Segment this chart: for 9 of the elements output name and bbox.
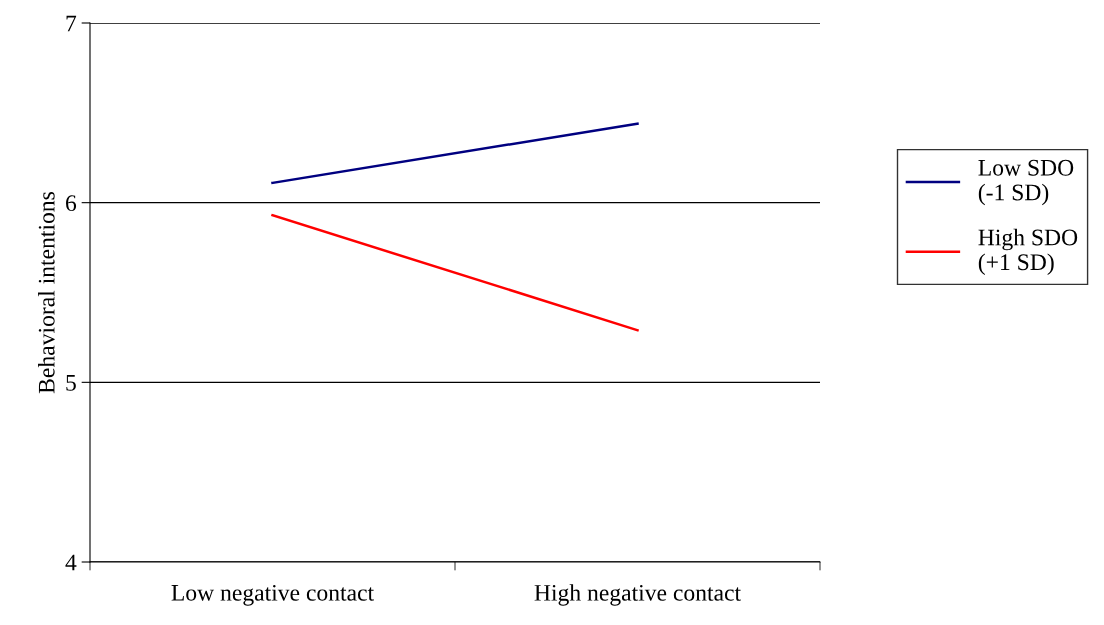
y-tick-label: 7 — [66, 15, 77, 32]
x-tick-label: High negative contact — [534, 584, 741, 606]
y-tick-label: 4 — [65, 554, 77, 571]
legend-label: High SDO (+1 SD) — [978, 228, 1078, 275]
y-axis-title: Behavioral intentions — [38, 192, 55, 394]
legend-label: Low SDO (-1 SD) — [978, 159, 1074, 206]
x-tick-label: Low negative contact — [171, 584, 374, 606]
y-tick-label: 5 — [66, 375, 76, 391]
y-tick-label: 6 — [66, 195, 77, 212]
